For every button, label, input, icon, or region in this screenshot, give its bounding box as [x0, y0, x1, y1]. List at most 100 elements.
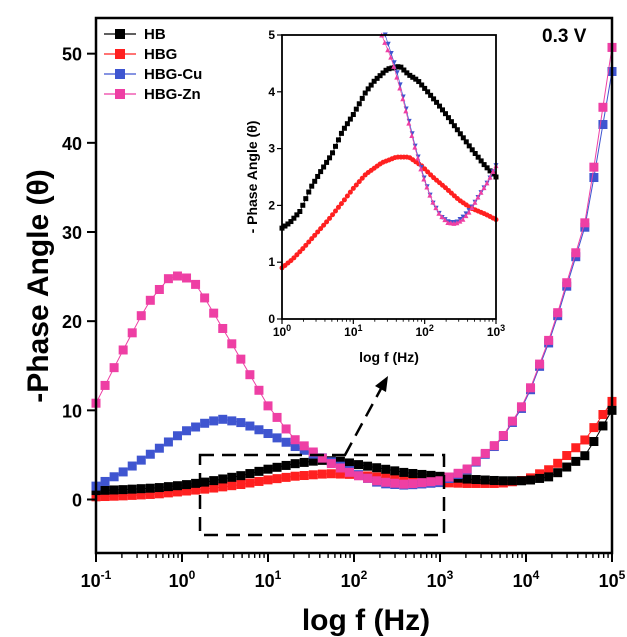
data-point [439, 214, 445, 220]
data-point [350, 185, 356, 191]
data-point [341, 197, 347, 203]
inset-x-axis-title: log f (Hz) [359, 349, 419, 365]
data-point [359, 175, 365, 181]
data-point [388, 54, 394, 60]
data-point [200, 477, 210, 487]
data-point [290, 471, 300, 481]
data-point [347, 189, 353, 195]
data-point [145, 295, 155, 305]
data-point [395, 64, 401, 70]
data-point [413, 76, 419, 82]
data-point [300, 246, 306, 252]
data-point [312, 178, 318, 184]
x-tick-label: 104 [513, 568, 540, 591]
data-point [326, 459, 336, 469]
zoom-region-box [198, 453, 446, 537]
data-point [490, 168, 496, 174]
y-tick-label: 40 [62, 134, 82, 154]
zoom-arrow-head [375, 376, 388, 392]
data-point [516, 402, 526, 412]
data-point [430, 199, 436, 205]
data-point [100, 476, 110, 486]
y-tick-label: 0 [72, 491, 82, 511]
data-point [426, 470, 436, 480]
data-point [272, 412, 282, 422]
data-point [172, 271, 182, 281]
data-point [526, 383, 536, 393]
data-point [487, 174, 493, 180]
data-point [136, 490, 146, 500]
data-point [338, 130, 344, 136]
data-point [372, 476, 382, 486]
data-point [471, 475, 481, 485]
data-point [535, 359, 545, 369]
data-point [288, 219, 294, 225]
data-point [333, 208, 338, 214]
data-point [335, 469, 345, 479]
series-hbg-zn [91, 42, 617, 489]
data-point [335, 463, 345, 473]
data-point [433, 205, 439, 211]
data-point [424, 184, 430, 190]
inset-y-axis: 0 1 2 3 4 5 [268, 28, 282, 326]
data-point [318, 169, 324, 175]
data-point [444, 472, 454, 482]
x-tick-label: 102 [415, 323, 433, 339]
data-point [434, 99, 440, 105]
data-point [404, 70, 410, 76]
data-point [306, 239, 312, 245]
data-point [254, 466, 264, 476]
data-point [218, 414, 228, 424]
data-point [127, 328, 137, 338]
data-point [399, 467, 409, 477]
data-point [598, 120, 608, 130]
data-point [335, 204, 341, 210]
data-point [454, 127, 460, 133]
data-point [236, 354, 246, 364]
data-point [290, 459, 300, 469]
series-line [95, 71, 613, 487]
data-point [462, 474, 472, 484]
data-point [263, 464, 273, 474]
data-point [475, 154, 481, 160]
data-point [254, 425, 264, 435]
data-point [431, 96, 437, 102]
data-point [354, 460, 364, 470]
data-point [417, 478, 427, 488]
data-point [391, 60, 397, 66]
data-point [553, 458, 563, 468]
data-point [127, 461, 137, 471]
data-point [344, 458, 354, 468]
data-point [163, 482, 173, 492]
data-point [281, 460, 291, 470]
data-point [330, 212, 336, 218]
data-point [272, 462, 282, 472]
data-point [425, 89, 431, 95]
legend-item: HBG-Zn [104, 86, 201, 103]
zoom-arrow-line [343, 384, 385, 456]
data-point [227, 472, 237, 482]
data-point [354, 471, 364, 481]
data-point [182, 486, 192, 496]
data-point [498, 476, 508, 486]
data-point [290, 442, 300, 452]
data-point [227, 416, 237, 426]
y-tick-label: 3 [268, 142, 275, 156]
data-point [383, 67, 389, 73]
data-point [397, 85, 403, 91]
data-point [347, 116, 353, 122]
data-point [218, 323, 228, 333]
data-point [154, 483, 164, 493]
y-tick-label: 10 [62, 401, 82, 421]
data-point [416, 79, 422, 85]
inset-chart: 100 101 102 103 0 1 2 3 4 5 log f (Hz) - Phase A… [244, 28, 505, 365]
data-point [200, 484, 210, 494]
data-point [362, 90, 368, 96]
data-point [419, 82, 425, 88]
data-point [324, 159, 330, 165]
data-point [245, 478, 255, 488]
data-point [589, 173, 599, 183]
data-point [553, 468, 563, 478]
data-point [136, 311, 146, 321]
